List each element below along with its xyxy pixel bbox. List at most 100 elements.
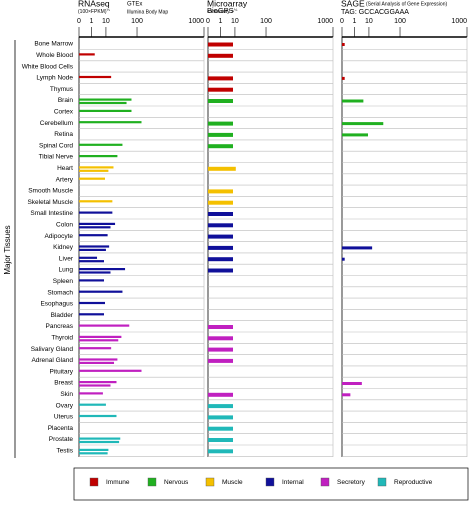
bar <box>342 76 345 80</box>
legend-swatch <box>377 477 387 487</box>
bar <box>79 369 142 372</box>
category-label: Adrenal Gland <box>31 357 73 364</box>
bar <box>208 87 233 92</box>
x-tick-label: 10 <box>231 18 239 25</box>
y-axis-label: Major Tissues <box>3 225 12 274</box>
bar <box>79 403 106 406</box>
bar <box>208 358 233 363</box>
category-label: Lymph Node <box>36 75 73 82</box>
bar <box>79 384 111 387</box>
bar <box>79 200 113 203</box>
bar <box>342 257 345 261</box>
bar <box>208 392 233 397</box>
bar <box>79 324 130 327</box>
x-tick-label: 10 <box>102 18 110 25</box>
category-label: Whole Blood <box>36 52 73 59</box>
x-tick-label: 0 <box>340 18 344 25</box>
bar <box>79 143 123 146</box>
bar <box>79 169 109 172</box>
legend-box <box>73 467 469 501</box>
bar <box>208 76 233 81</box>
category-label: Breast <box>54 380 73 387</box>
bar <box>79 211 113 214</box>
bar <box>79 290 123 293</box>
legend-swatch <box>265 477 275 487</box>
legend-swatch <box>320 477 330 487</box>
bar <box>342 122 384 126</box>
bar <box>79 155 118 158</box>
category-label: Salivary Gland <box>31 346 74 353</box>
category-label: Esophagus <box>40 301 73 308</box>
legend-label: Muscle <box>222 479 243 486</box>
series-name: Illumina Body Map <box>127 9 168 15</box>
x-tick-label: 1000 <box>188 18 204 25</box>
category-label: Tibial Nerve <box>39 154 74 161</box>
x-tick-label: 1000 <box>317 18 333 25</box>
bar <box>342 99 364 103</box>
category-label: Smooth Muscle <box>28 188 73 195</box>
bar <box>208 99 233 103</box>
bar <box>79 279 104 282</box>
legend-swatch <box>147 477 157 487</box>
category-label: Brain <box>58 97 74 104</box>
category-label: Prostate <box>49 436 74 443</box>
x-tick-label: 1000 <box>451 18 467 25</box>
bar <box>342 382 362 385</box>
x-tick-label: 0 <box>206 18 210 25</box>
category-label: Ovary <box>56 402 74 409</box>
bar <box>79 381 117 384</box>
x-tick-label: 100 <box>394 18 406 25</box>
bar <box>342 133 369 137</box>
x-tick-label: 100 <box>131 18 143 25</box>
category-label: Small Intestine <box>30 210 73 217</box>
legend-label: Nervous <box>164 479 189 486</box>
bar <box>342 246 373 250</box>
panel-title: Microarray <box>207 0 248 8</box>
x-tick-label: 1 <box>219 18 223 25</box>
bar <box>79 452 108 455</box>
bar <box>208 166 236 171</box>
category-label: Lung <box>59 267 74 274</box>
category-label: Kidney <box>53 244 74 251</box>
category-label: Pituitary <box>50 368 74 375</box>
panel-title: SAGE <box>341 0 365 8</box>
x-tick-label: 0 <box>77 18 81 25</box>
bar <box>79 226 111 229</box>
bar <box>208 189 233 194</box>
panel-unit: < intensity >⅓ <box>207 7 238 15</box>
panel-unit: (100×FPKM)⅓ <box>78 7 110 15</box>
category-label: Bone Marrow <box>34 41 73 48</box>
bar <box>208 200 233 205</box>
category-label: Skin <box>60 391 73 398</box>
legend-label: Secretory <box>337 479 366 486</box>
bar <box>79 301 106 305</box>
category-label: Testis <box>56 448 73 455</box>
category-label: White Blood Cells <box>22 63 74 70</box>
bar <box>79 260 104 263</box>
bar <box>79 53 95 56</box>
category-label: Liver <box>59 255 74 262</box>
bar <box>208 268 233 273</box>
bar <box>208 234 233 239</box>
bar <box>79 392 103 395</box>
bar <box>79 109 132 112</box>
bar <box>79 271 111 274</box>
bar <box>208 404 233 409</box>
x-tick-label: 1 <box>353 18 357 25</box>
category-label: Placenta <box>48 425 74 432</box>
x-tick-label: 1 <box>90 18 94 25</box>
bar <box>79 440 120 444</box>
bar <box>208 257 233 262</box>
bar <box>79 222 116 225</box>
bar <box>208 212 233 216</box>
series-name: BioGPS <box>207 6 234 15</box>
bar <box>79 234 108 237</box>
category-label: Bladder <box>51 312 74 319</box>
unit-text: (100×FPKM) <box>78 9 107 15</box>
category-label: Heart <box>57 165 73 172</box>
bar <box>208 132 233 137</box>
bar <box>208 245 233 250</box>
bar <box>79 339 119 342</box>
bar <box>208 121 233 126</box>
